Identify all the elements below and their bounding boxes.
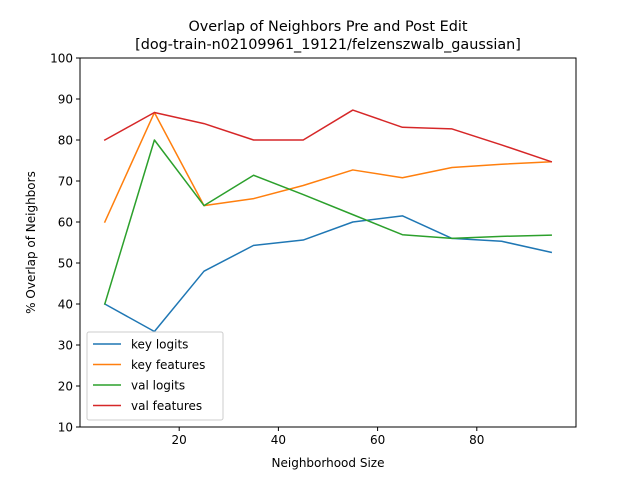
x-axis-label: Neighborhood Size (272, 456, 385, 470)
legend-label-val-features: val features (131, 399, 202, 413)
legend-label-key-logits: key logits (131, 338, 188, 352)
y-tick-label: 40 (58, 298, 73, 312)
y-tick-label: 90 (58, 93, 73, 107)
y-tick-label: 80 (58, 134, 73, 148)
y-tick-label: 100 (50, 52, 73, 66)
chart-title-line-1: Overlap of Neighbors Pre and Post Edit (188, 19, 467, 35)
series-line-val-features (103, 109, 553, 163)
y-axis-label: % Overlap of Neighbors (24, 171, 38, 314)
x-tick-label: 80 (469, 433, 484, 447)
series-line-key-features (103, 111, 552, 223)
y-tick-label: 70 (58, 175, 73, 189)
series-line-key-logits (103, 215, 553, 333)
legend-box (86, 331, 224, 421)
series-line-val-logits (103, 139, 552, 305)
y-tick-label: 10 (58, 421, 73, 435)
legend-label-val-logits: val logits (131, 379, 185, 393)
x-tick-label: 20 (172, 433, 187, 447)
chart-title-line-2: [dog-train-n02109961_19121/felzenszwalb_… (135, 37, 521, 53)
plot-area-frame (79, 57, 577, 428)
y-tick-label: 30 (58, 339, 73, 353)
series-lines (103, 109, 553, 333)
legend: key logits key features val logits val feat… (86, 331, 224, 421)
y-tick-label: 60 (58, 216, 73, 230)
y-tick-label: 20 (58, 380, 73, 394)
x-tick-label: 60 (370, 433, 385, 447)
axis-ticks: 20 40 60 80 10 20 30 40 50 60 70 80 90 100 (50, 52, 484, 448)
y-tick-label: 50 (58, 257, 73, 271)
legend-label-key-features: key features (131, 358, 205, 372)
x-tick-label: 40 (271, 433, 286, 447)
